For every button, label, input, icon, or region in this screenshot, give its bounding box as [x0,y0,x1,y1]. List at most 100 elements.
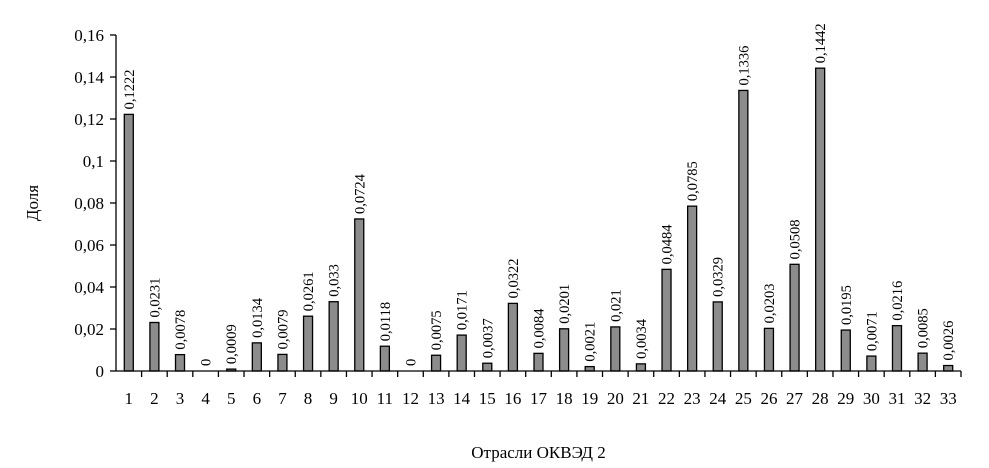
data-label: 0,0203 [762,283,778,323]
data-label: 0,0084 [532,308,548,349]
bar [456,334,467,372]
data-label: 0,033 [327,264,343,297]
bar [815,67,826,372]
x-tick-label: 5 [227,389,236,408]
data-label: 0,0034 [634,318,650,359]
x-tick-label: 25 [735,389,752,408]
data-label: 0,0009 [224,324,240,364]
x-tick-label: 10 [351,389,368,408]
x-tick-label: 7 [278,389,287,408]
x-tick-label: 33 [940,389,957,408]
data-label: 0,0079 [275,310,291,350]
data-label: 0,0071 [864,311,880,351]
x-tick-label: 20 [607,389,624,408]
data-label: 0,0078 [173,310,189,350]
x-tick-label: 18 [556,389,573,408]
data-label: 0 [199,359,215,366]
x-tick-label: 30 [863,389,880,408]
x-tick-label: 19 [581,389,598,408]
x-tick-label: 13 [428,389,445,408]
bar [123,113,134,372]
y-axis-ticks: 0 0,02 0,04 0,06 0,08 0,1 0,12 0,14 0,16 [74,26,116,381]
data-label: 0,0508 [788,219,804,259]
x-tick-label: 29 [837,389,854,408]
y-tick-label: 0,12 [74,110,104,129]
x-tick-label: 28 [812,389,829,408]
data-label: 0,0195 [839,285,855,325]
x-tick-label: 14 [453,389,471,408]
data-label: 0 [403,359,419,366]
bars [123,67,954,372]
x-tick-label: 1 [125,389,134,408]
bar [712,301,723,372]
data-label: 0,0021 [583,322,599,362]
data-label: 0,1336 [736,46,752,86]
data-label: 0,0484 [660,224,676,265]
y-tick-label: 0,04 [74,278,104,297]
bar [328,301,339,372]
bar [738,89,749,372]
data-label: 0,0075 [429,310,445,350]
bar [891,324,903,372]
data-label: 0,0329 [711,257,727,297]
data-label: 0,0026 [941,321,957,361]
bar [763,327,775,372]
x-tick-label: 16 [504,389,521,408]
y-tick-label: 0,16 [74,26,104,45]
data-label: 0,0724 [352,173,368,214]
y-axis-title: Доля [23,185,42,221]
bar [840,329,851,372]
bar [174,353,186,372]
x-tick-label: 12 [402,389,419,408]
data-label: 0,0322 [506,259,522,299]
bar [507,302,519,372]
bar [149,321,160,372]
x-tick-label: 2 [150,389,159,408]
y-tick-label: 0,1 [83,152,104,171]
x-tick-label: 31 [888,389,905,408]
y-tick-label: 0 [96,362,105,381]
x-tick-label: 32 [914,389,931,408]
bar [686,205,698,372]
bar [584,365,595,372]
x-tick-label: 15 [479,389,496,408]
data-label: 0,0085 [916,308,932,348]
data-label: 0,0134 [250,297,266,338]
y-tick-label: 0,02 [74,320,104,339]
x-tick-label: 24 [709,389,727,408]
bar [610,326,621,372]
x-tick-label: 8 [304,389,313,408]
data-label: 0,0118 [378,302,394,341]
bar [379,345,391,372]
bar [533,352,544,372]
bar [635,363,647,372]
y-tick-label: 0,14 [74,68,104,87]
x-tick-label: 3 [176,389,185,408]
x-axis-ticks: 1 2 3 4 5 6 7 8 9 10 11 12 13 14 15 16 17 18 19 20 21 22 23 24 2… [125,371,962,408]
data-label: 0,1222 [122,70,138,110]
x-tick-label: 9 [329,389,338,408]
x-tick-label: 11 [377,389,393,408]
data-label: 0,1442 [813,23,829,63]
data-label: 0,0785 [685,161,701,201]
y-tick-label: 0,06 [74,236,104,255]
x-tick-label: 23 [684,389,701,408]
bar [866,355,877,372]
bar [789,263,800,372]
x-tick-label: 4 [201,389,210,408]
data-label: 0,021 [608,289,624,322]
bar [302,315,314,372]
bar [277,353,288,372]
data-label: 0,0171 [455,290,471,330]
x-axis-title: Отрасли ОКВЭД 2 [471,443,605,462]
bar [917,352,928,372]
y-tick-label: 0,08 [74,194,104,213]
bar [251,342,262,372]
bar [661,268,672,372]
data-label: 0,0216 [890,281,906,321]
bar [482,362,493,372]
data-labels: 0,1222 0,0231 0,0078 0 0,0009 0,0134 0,0079 0,0… [122,23,957,366]
x-tick-label: 26 [760,389,777,408]
x-tick-label: 6 [253,389,262,408]
